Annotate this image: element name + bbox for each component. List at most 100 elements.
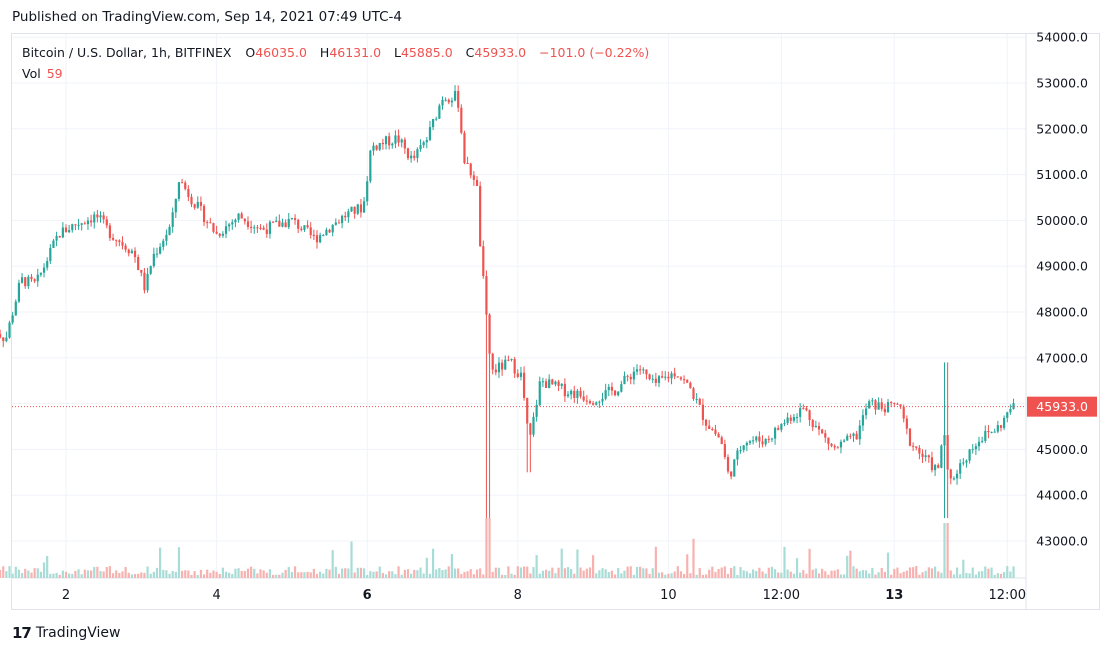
candle-body <box>639 369 642 371</box>
volume-bar <box>977 571 981 578</box>
volume-bar <box>824 571 827 578</box>
volume-bar <box>479 568 482 578</box>
volume-bar <box>541 570 544 578</box>
volume-bar <box>736 574 739 578</box>
candle-body <box>651 378 654 380</box>
volume-bar <box>1012 566 1015 578</box>
volume-bar <box>657 572 661 578</box>
candle-body <box>522 372 526 398</box>
candle-body <box>52 240 55 248</box>
volume-bar <box>466 571 469 578</box>
volume-bar <box>529 573 532 578</box>
volume-bar <box>325 568 328 578</box>
volume-bar <box>610 570 614 578</box>
volume-bar <box>999 573 1003 578</box>
candle-body <box>855 433 858 440</box>
volume-bar <box>752 569 755 578</box>
volume-bar <box>384 574 388 578</box>
candle-body <box>670 373 673 379</box>
volume-label: Vol <box>22 66 41 81</box>
volume-bar <box>704 574 708 578</box>
candle-body <box>739 450 742 452</box>
candle-body <box>915 446 918 448</box>
volume-bar <box>563 568 566 578</box>
volume-bar <box>579 567 582 578</box>
volume-bar <box>237 568 240 578</box>
candle-body <box>168 226 171 235</box>
volume-bar <box>557 567 560 578</box>
volume-bar <box>388 571 391 578</box>
candle-body <box>334 222 337 225</box>
volume-bar <box>278 574 281 578</box>
low-label: L <box>394 45 401 60</box>
candle-body <box>406 148 410 159</box>
candle-body <box>607 386 610 391</box>
volume-bar <box>435 569 438 578</box>
candle-body <box>425 139 428 143</box>
volume-bar <box>281 572 284 578</box>
candle-body <box>177 182 181 199</box>
volume-bar <box>312 568 315 578</box>
candle-body <box>617 391 620 396</box>
candle-body <box>893 402 896 404</box>
candle-body <box>30 276 33 280</box>
volume-bar <box>177 547 181 578</box>
candle-body <box>64 227 68 233</box>
candle-body <box>664 376 667 378</box>
candle-body <box>930 457 934 471</box>
volume-bar <box>431 548 435 578</box>
volume-bar <box>96 566 99 578</box>
volume-bar <box>927 567 930 578</box>
volume-bar <box>49 573 52 578</box>
candle-body <box>686 379 689 383</box>
candle-body <box>394 135 397 144</box>
volume-bar <box>450 553 454 578</box>
candle-body <box>36 274 39 282</box>
candle-body <box>802 408 805 410</box>
volume-bar <box>501 574 504 578</box>
candle-body <box>987 430 990 433</box>
candle-body <box>284 222 287 228</box>
volume-bar <box>595 573 598 578</box>
volume-bar <box>946 523 949 578</box>
tradingview-footer[interactable]: 17 TradingView <box>12 624 120 642</box>
candle-body <box>968 449 971 461</box>
candle-body <box>940 445 943 468</box>
candle-body <box>1006 412 1009 418</box>
candle-body <box>981 440 984 442</box>
candle-body <box>1012 403 1015 410</box>
candle-body <box>890 402 893 404</box>
candle-body <box>20 277 24 283</box>
volume-bar <box>403 569 406 578</box>
volume-bar <box>331 550 334 578</box>
candle-body <box>356 204 359 214</box>
candle-body <box>532 416 535 435</box>
volume-bar <box>661 572 664 578</box>
volume-bar <box>77 569 80 578</box>
volume-bar <box>808 548 811 578</box>
candle-body <box>353 206 356 214</box>
candle-body <box>736 450 739 460</box>
volume-bar <box>14 566 17 578</box>
candle-body <box>501 362 504 370</box>
close-label: C <box>465 45 475 60</box>
candle-body <box>444 99 447 101</box>
volume-bar <box>686 554 689 578</box>
candle-body <box>202 205 206 223</box>
volume-bar <box>105 567 108 578</box>
candle-body <box>544 381 548 388</box>
volume-bar <box>679 571 683 578</box>
candle-body <box>58 235 61 238</box>
volume-bar <box>714 571 717 578</box>
candle-body <box>159 246 162 254</box>
volume-bar <box>130 574 133 578</box>
volume-bar <box>1003 572 1006 578</box>
volume-bar <box>444 569 447 578</box>
candle-body <box>755 436 758 441</box>
candle-body <box>937 464 940 468</box>
y-tick-label: 51000.0 <box>1036 167 1088 182</box>
y-tick-label: 45000.0 <box>1036 442 1088 457</box>
volume-bar <box>491 571 494 578</box>
volume-bar <box>253 568 256 578</box>
